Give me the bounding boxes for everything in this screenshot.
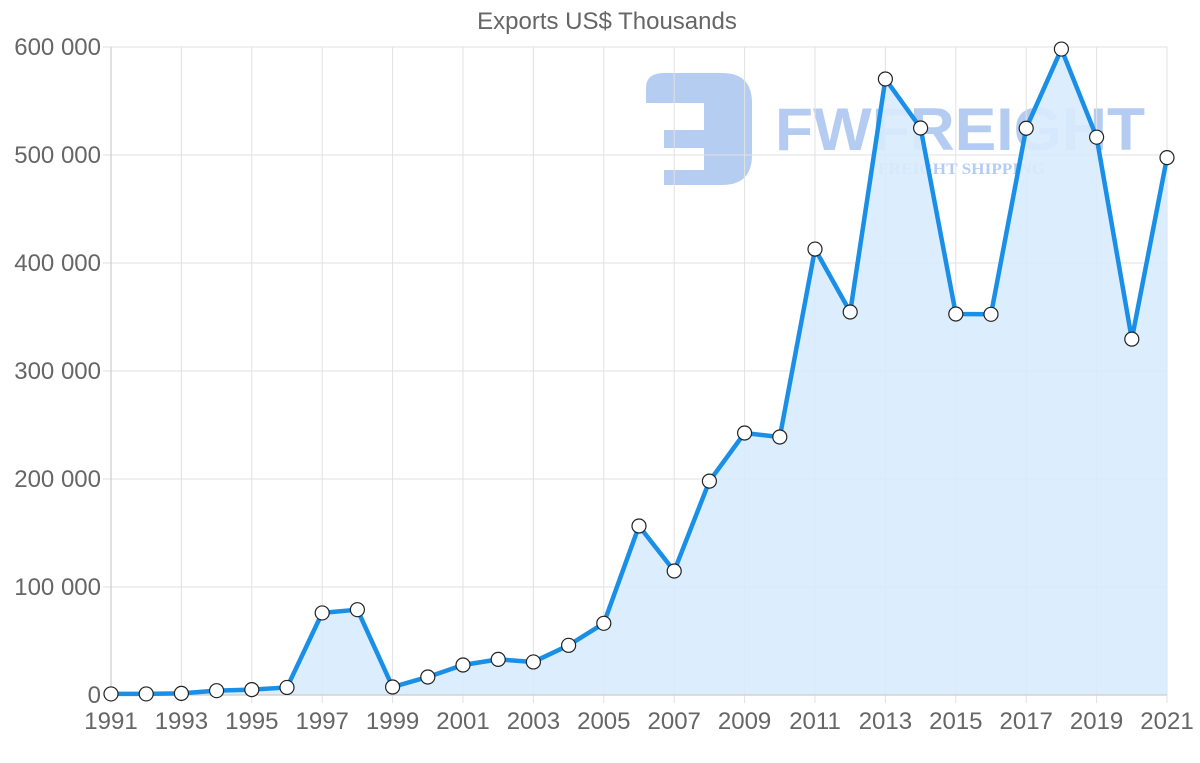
y-tick-label: 300 000 [14,358,101,385]
data-point-marker[interactable] [103,686,119,702]
data-point-marker[interactable] [279,679,295,696]
data-point-marker[interactable] [385,679,401,695]
x-tick-label: 1993 [155,708,208,735]
data-point-marker[interactable] [736,425,753,441]
x-axis-tick-labels: 1991 1993 1995 1997 1999 2001 2003 2005 2007 2009… [84,708,1193,735]
data-point-marker[interactable] [983,306,999,322]
data-point-marker[interactable] [948,306,964,322]
data-point-marker[interactable] [209,683,225,699]
x-tick-label: 2009 [718,708,771,735]
y-axis-tick-labels: 0 100 000 200 000 300 000 400 000 500 000 600 … [14,34,101,709]
x-tick-label: 2011 [789,708,841,735]
x-tick-label: 1997 [296,708,349,735]
data-point-marker[interactable] [560,637,577,653]
area-fill [111,49,1167,695]
data-point-marker[interactable] [314,605,330,621]
area-path [111,49,1167,695]
x-tick-label: 2017 [1000,708,1053,735]
x-tick-label: 2021 [1140,708,1193,735]
logo-icon [646,73,752,185]
data-point-marker[interactable] [1159,149,1175,166]
y-tick-label: 200 000 [14,466,101,493]
x-tick-label: 2013 [859,708,912,735]
data-point-marker[interactable] [842,304,858,320]
x-tick-label: 2005 [577,708,630,735]
data-point-marker[interactable] [772,429,788,445]
data-point-marker[interactable] [420,669,436,685]
data-markers [103,41,1175,702]
data-point-marker[interactable] [490,651,506,667]
data-point-marker[interactable] [1124,331,1140,347]
x-tick-label: 2001 [436,708,489,735]
data-point-marker[interactable] [1053,41,1070,57]
x-tick-label: 2019 [1070,708,1123,735]
x-tick-label: 1995 [225,708,278,735]
data-point-marker[interactable] [1088,129,1105,145]
data-point-marker[interactable] [349,602,365,618]
data-point-marker[interactable] [455,657,471,673]
data-point-marker[interactable] [912,120,929,136]
data-point-marker[interactable] [701,473,718,489]
data-point-marker[interactable] [138,686,154,702]
x-tick-label: 1991 [84,708,137,735]
data-point-marker[interactable] [1018,120,1034,136]
x-tick-label: 2003 [507,708,560,735]
data-point-marker[interactable] [525,654,542,670]
data-point-marker[interactable] [173,685,189,701]
data-point-marker[interactable] [631,518,647,534]
data-point-marker[interactable] [877,71,894,87]
chart-title: Exports US$ Thousands [477,8,737,35]
y-tick-label: 600 000 [14,34,101,61]
y-tick-label: 0 [88,682,101,709]
x-tick-label: 2007 [648,708,701,735]
x-tick-label: 2015 [929,708,982,735]
data-point-marker[interactable] [807,241,823,257]
data-point-marker[interactable] [244,681,260,698]
y-tick-label: 100 000 [14,574,101,601]
x-tick-label: 1999 [366,708,419,735]
y-tick-label: 400 000 [14,250,101,277]
data-point-marker[interactable] [666,563,682,579]
y-tick-label: 500 000 [14,142,101,169]
data-point-marker[interactable] [596,615,612,631]
